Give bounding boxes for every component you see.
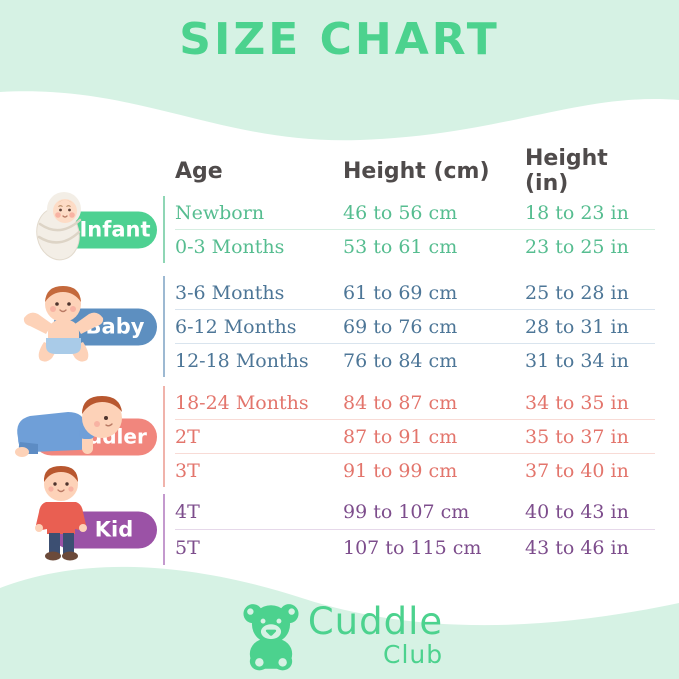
swaddled-infant-illustration: [36, 192, 82, 261]
height-cm-cell: 69 to 76 cm: [343, 315, 458, 338]
standing-kid-illustration: [35, 466, 87, 561]
height-cm-cell: 87 to 91 cm: [343, 425, 458, 448]
table-row: 2T 87 to 91 cm 35 to 37 in: [175, 419, 655, 453]
teddy-bear-icon: [243, 604, 299, 671]
table-row: 6-12 Months 69 to 76 cm 28 to 31 in: [175, 309, 655, 343]
age-cell: 18-24 Months: [175, 391, 309, 414]
height-in-cell: 18 to 23 in: [525, 201, 629, 224]
header-height-in: Height (in): [525, 146, 608, 196]
brand-wordmark: Cuddle Club: [308, 601, 443, 669]
top-wave-background: [0, 0, 679, 141]
infant-badge: Infant: [0, 192, 163, 263]
height-cm-cell: 107 to 115 cm: [343, 536, 482, 559]
table-row: 12-18 Months 76 to 84 cm 31 to 34 in: [175, 343, 655, 377]
age-cell: 3-6 Months: [175, 281, 285, 304]
toddler-rows: 18-24 Months 84 to 87 cm 34 to 35 in 2T …: [163, 386, 655, 487]
section-toddler: Toddler 18-24 Months 84 to 87 cm 34 to 3…: [0, 386, 679, 487]
bottom-wave-background: [0, 566, 679, 679]
infant-rows: Newborn 46 to 56 cm 18 to 23 in 0-3 Mont…: [163, 196, 655, 263]
height-cm-cell: 91 to 99 cm: [343, 459, 458, 482]
section-kid: Kid 4T 99 to 107 cm 40 to 43 in 5T 107 t…: [0, 466, 679, 565]
height-in-cell: 28 to 31 in: [525, 315, 629, 338]
section-infant: Infant Newborn 46 to 56 cm 18 to 23 in 0…: [0, 192, 679, 263]
height-in-cell: 43 to 46 in: [525, 536, 629, 559]
baby-badge: Baby: [0, 276, 163, 377]
table-row: 5T 107 to 115 cm 43 to 46 in: [175, 529, 655, 565]
section-baby: Baby 3-6 Months 61 to 69 cm 25 to 28 in …: [0, 276, 679, 377]
header-age: Age: [175, 158, 223, 184]
crawling-toddler-illustration: [15, 396, 122, 457]
age-cell: 0-3 Months: [175, 235, 285, 258]
toddler-badge: Toddler: [0, 386, 163, 487]
height-cm-cell: 76 to 84 cm: [343, 349, 458, 372]
height-in-cell: 23 to 25 in: [525, 235, 629, 258]
baby-illustration: [23, 286, 104, 362]
page-title: SIZE CHART: [179, 14, 500, 65]
height-in-cell: 25 to 28 in: [525, 281, 629, 304]
height-cm-cell: 84 to 87 cm: [343, 391, 458, 414]
table-row: 3T 91 to 99 cm 37 to 40 in: [175, 453, 655, 487]
table-row: 0-3 Months 53 to 61 cm 23 to 25 in: [175, 229, 655, 263]
baby-rows: 3-6 Months 61 to 69 cm 25 to 28 in 6-12 …: [163, 276, 655, 377]
height-cm-cell: 61 to 69 cm: [343, 281, 458, 304]
table-row: Newborn 46 to 56 cm 18 to 23 in: [175, 196, 655, 229]
age-cell: 5T: [175, 536, 200, 559]
age-cell: Newborn: [175, 201, 265, 224]
table-row: 4T 99 to 107 cm 40 to 43 in: [175, 494, 655, 529]
height-in-cell: 34 to 35 in: [525, 391, 629, 414]
height-cm-cell: 99 to 107 cm: [343, 500, 470, 523]
height-cm-cell: 53 to 61 cm: [343, 235, 458, 258]
height-in-cell: 35 to 37 in: [525, 425, 629, 448]
brand-logo: Cuddle Club: [0, 601, 679, 673]
height-in-cell: 31 to 34 in: [525, 349, 629, 372]
age-cell: 12-18 Months: [175, 349, 309, 372]
header-height-cm: Height (cm): [343, 158, 490, 184]
age-cell: 4T: [175, 500, 200, 523]
table-row: 3-6 Months 61 to 69 cm 25 to 28 in: [175, 276, 655, 309]
kid-badge: Kid: [0, 466, 163, 565]
brand-subname: Club: [383, 640, 444, 669]
size-table: Age Height (cm) Height (in): [0, 146, 679, 565]
table-body: Infant Newborn 46 to 56 cm 18 to 23 in 0…: [0, 192, 679, 565]
height-in-cell: 37 to 40 in: [525, 459, 629, 482]
height-cm-cell: 46 to 56 cm: [343, 201, 458, 224]
age-cell: 3T: [175, 459, 200, 482]
age-cell: 2T: [175, 425, 200, 448]
table-row: 18-24 Months 84 to 87 cm 34 to 35 in: [175, 386, 655, 419]
table-header-row: Age Height (cm) Height (in): [175, 146, 655, 196]
height-in-cell: 40 to 43 in: [525, 500, 629, 523]
kid-rows: 4T 99 to 107 cm 40 to 43 in 5T 107 to 11…: [163, 494, 655, 565]
age-cell: 6-12 Months: [175, 315, 297, 338]
brand-name: Cuddle: [307, 600, 444, 643]
